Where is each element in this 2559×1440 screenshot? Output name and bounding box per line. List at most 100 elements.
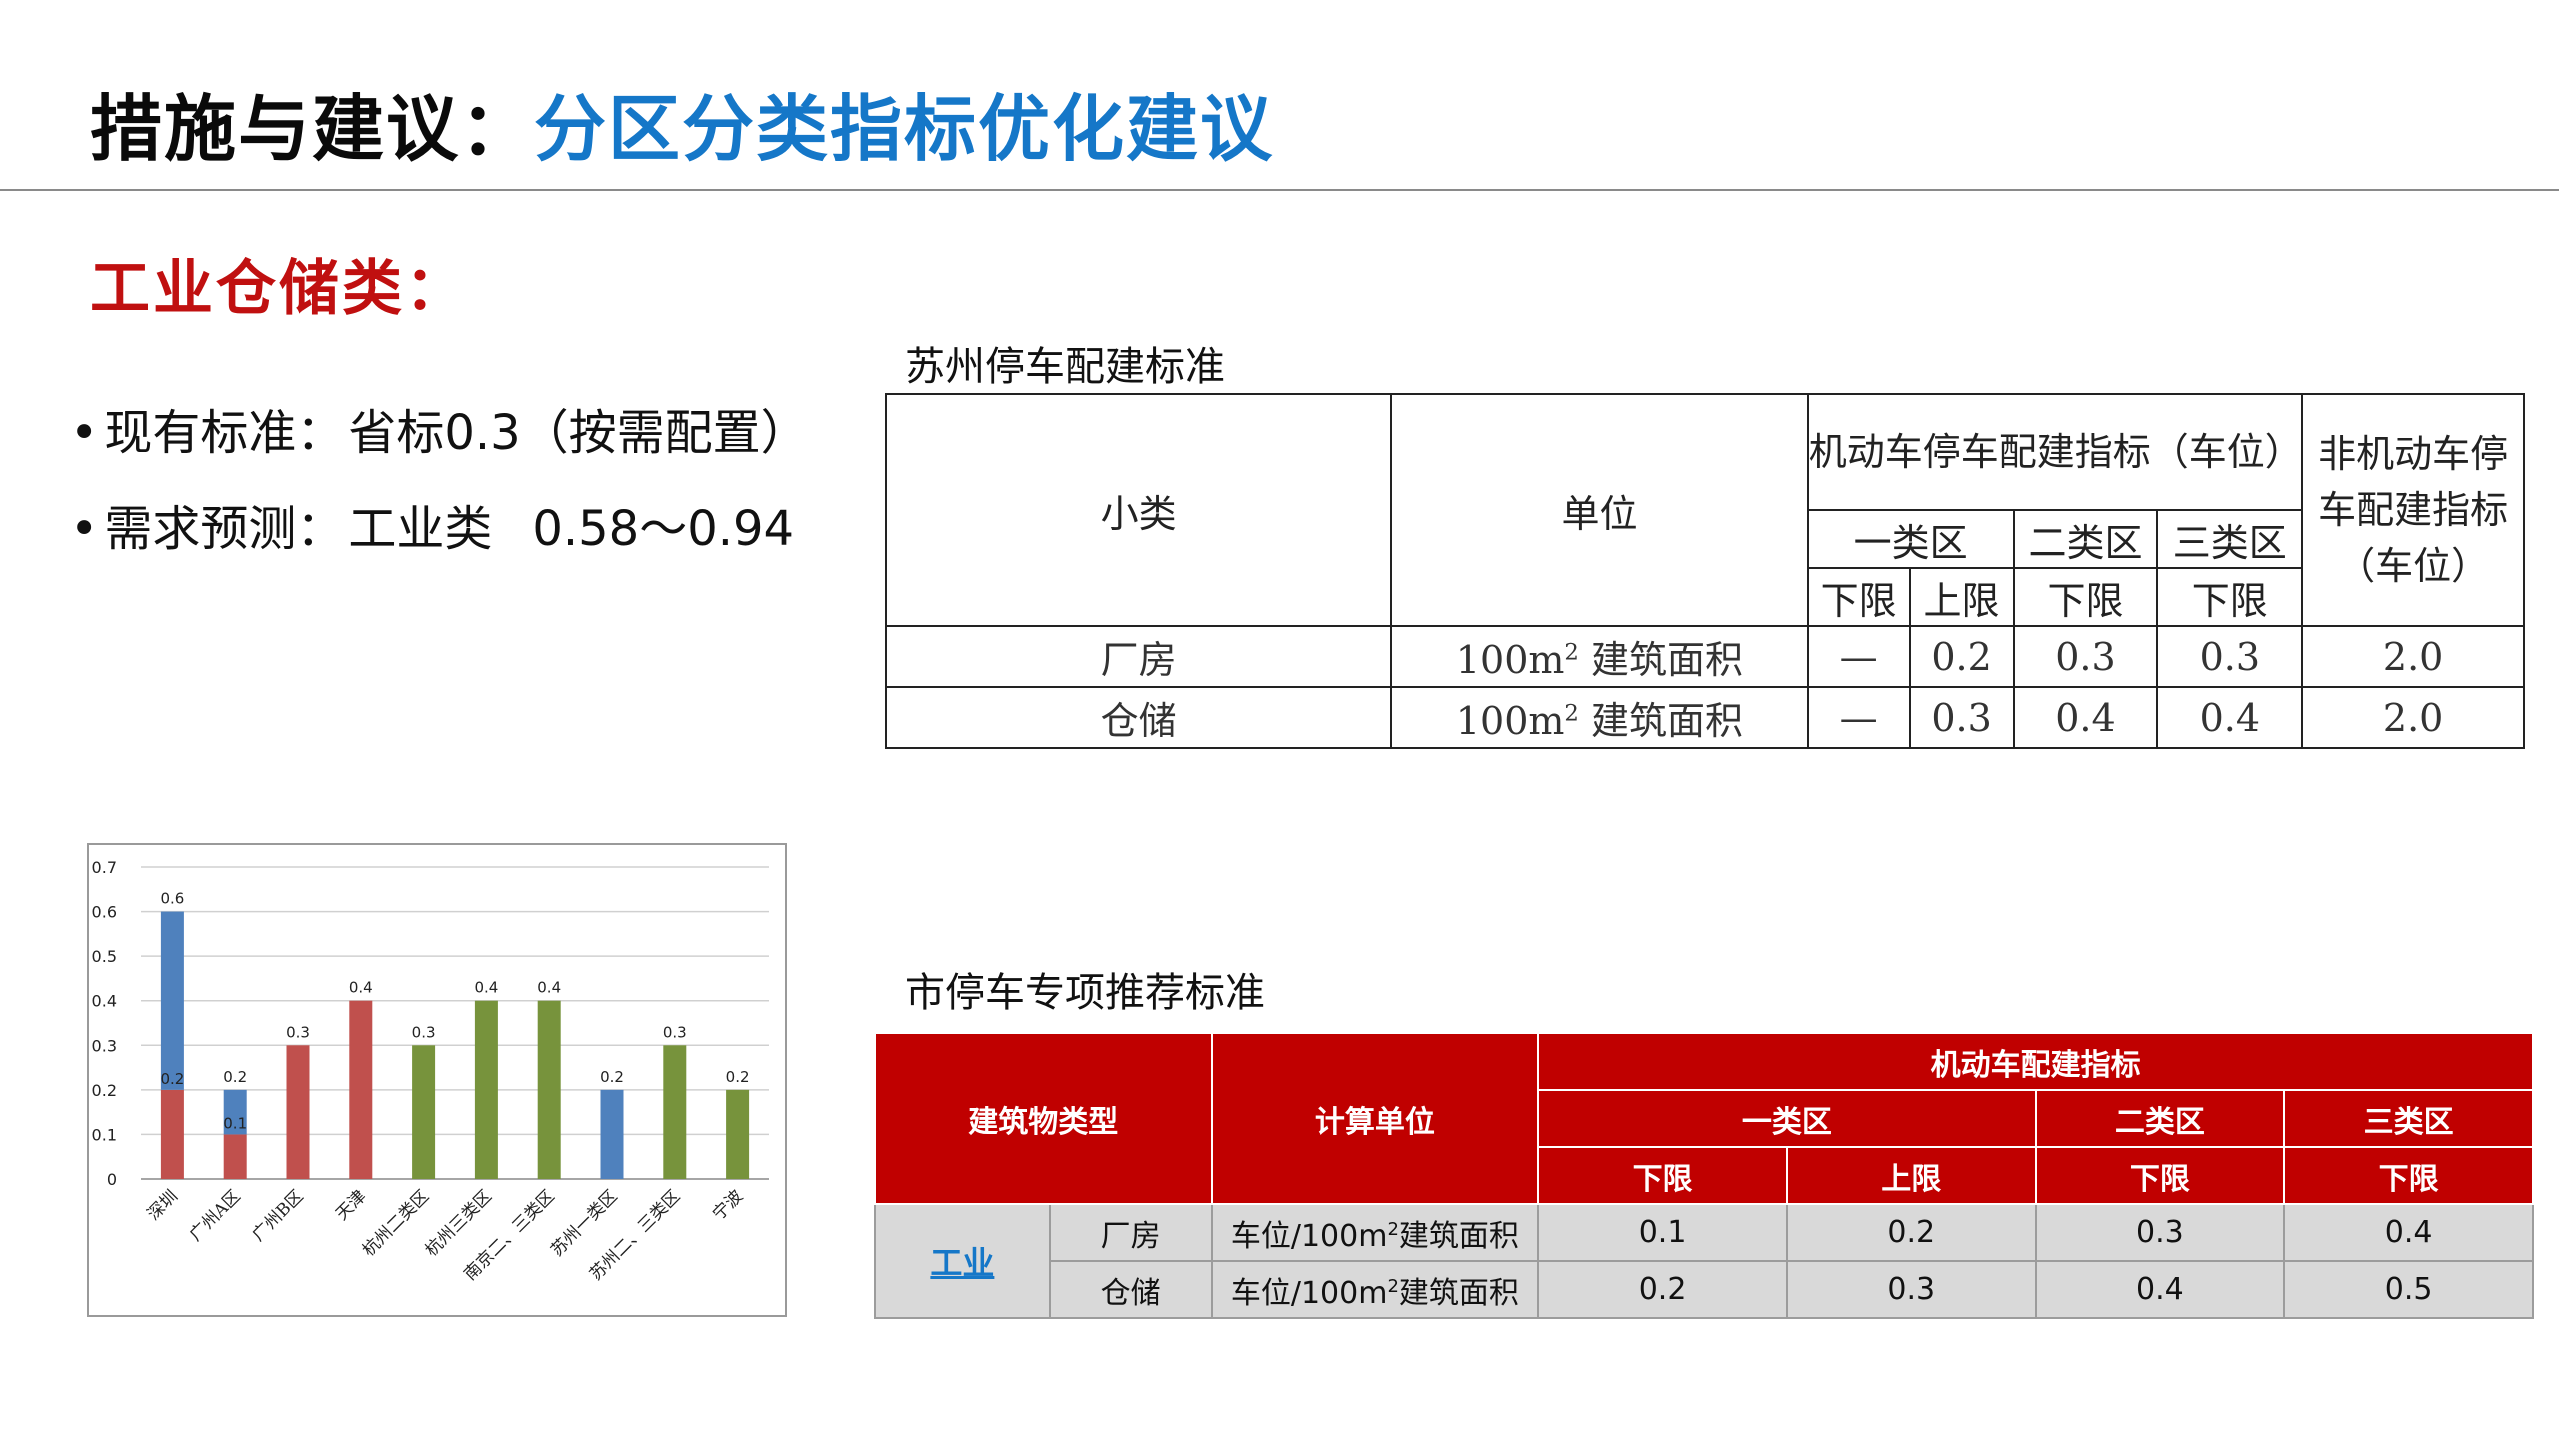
section-heading: 工业仓储类： xyxy=(90,254,468,324)
nonmotor-value: 2.0 xyxy=(2301,625,2525,688)
bar-lower-segment xyxy=(223,1134,247,1179)
data-label: 0.3 xyxy=(286,1023,310,1041)
parking-index-chart: 0 0.1 0.2 0.3 0.4 0.5 0.6 0.7 0.2 0.6 深圳 0.1 0.2 广州A区… xyxy=(87,843,787,1317)
zone3-lower-value: 0.4 xyxy=(2156,686,2304,749)
table-row: 厂房 100m2 建筑面积 — 0.2 0.3 0.3 2.0 xyxy=(884,625,2525,688)
slide-title: 措施与建议： 分区分类指标优化建议 xyxy=(90,72,1274,172)
bar xyxy=(412,1045,436,1179)
x-tick-label: 天津 xyxy=(332,1186,370,1224)
header-zone3: 三类区 xyxy=(2156,509,2304,569)
zone2-lower-value: 0.4 xyxy=(2034,1260,2286,1319)
zone3-lower-value: 0.5 xyxy=(2283,1260,2534,1319)
bar-upper-segment xyxy=(160,911,184,1090)
x-tick-label: 广州B区 xyxy=(248,1186,307,1245)
unit-text: 建筑面积 xyxy=(1591,638,1744,682)
header-unit: 单位 xyxy=(1390,393,1809,627)
title-main: 分区分类指标优化建议 xyxy=(534,86,1275,171)
y-tick-label: 0.1 xyxy=(92,1125,117,1144)
unit-text: 建筑面积 xyxy=(1591,699,1744,743)
data-label: 0.2 xyxy=(223,1068,247,1086)
nonmotor-value: 2.0 xyxy=(2301,686,2525,749)
header-zone1: 一类区 xyxy=(1537,1089,2037,1148)
bar xyxy=(537,1000,561,1179)
unit-prefix: 车位/100m xyxy=(1230,1218,1388,1254)
bullet-current-standard: • 现有标准： 省标0.3（按需配置） xyxy=(70,385,850,481)
row-name: 厂房 xyxy=(884,625,1393,688)
bullet-value: 省标0.3（按需配置） xyxy=(348,405,809,461)
title-divider xyxy=(0,189,2559,191)
zone3-lower-value: 0.4 xyxy=(2283,1203,2534,1262)
zone2-lower-value: 0.4 xyxy=(2012,686,2159,749)
x-tick-label: 广州A区 xyxy=(186,1186,245,1245)
header-zone1-lower: 下限 xyxy=(1537,1146,1788,1205)
bullet-dot: • xyxy=(70,405,99,461)
y-tick-label: 0.4 xyxy=(92,992,117,1011)
header-zone3-lower: 下限 xyxy=(2283,1146,2534,1205)
category-link-industry[interactable]: 工业 xyxy=(874,1203,1051,1319)
unit-superscript: 2 xyxy=(1564,700,1579,727)
zone2-lower-value: 0.3 xyxy=(2034,1203,2286,1262)
header-calc-unit: 计算单位 xyxy=(1210,1032,1540,1205)
bullet-label: 现有标准： xyxy=(104,405,345,461)
zone1-upper-value: 0.3 xyxy=(1908,686,2015,749)
city-table-caption: 市停车专项推荐标准 xyxy=(905,970,1265,1016)
x-tick-label: 深圳 xyxy=(144,1186,182,1224)
zone1-upper-value: 0.2 xyxy=(1908,625,2015,688)
zone1-lower-value: — xyxy=(1806,686,1911,749)
header-subclass: 小类 xyxy=(884,393,1393,627)
data-label: 0.4 xyxy=(349,979,373,997)
unit-prefix: 车位/100m xyxy=(1230,1275,1388,1311)
data-label: 0.3 xyxy=(412,1023,436,1041)
header-nonmotor-index: 非机动车停车配建指标（车位） xyxy=(2301,393,2525,627)
data-label: 0.2 xyxy=(160,1070,184,1088)
data-label: 0.3 xyxy=(663,1023,687,1041)
header-zone2: 二类区 xyxy=(2034,1089,2286,1148)
y-tick-label: 0 xyxy=(107,1170,117,1189)
y-tick-label: 0.6 xyxy=(92,903,117,922)
bar xyxy=(474,1000,498,1179)
row-unit: 100m2 建筑面积 xyxy=(1390,686,1809,749)
zone1-upper-value: 0.2 xyxy=(1785,1203,2037,1262)
zone3-lower-value: 0.3 xyxy=(2156,625,2304,688)
table-row: 仓储 车位/100m2建筑面积 0.2 0.3 0.4 0.5 xyxy=(875,1260,2534,1319)
header-zone1-upper: 上限 xyxy=(1908,567,2015,627)
bullet-range: 0.58～0.94 xyxy=(532,501,795,557)
zone1-upper-value: 0.3 xyxy=(1785,1260,2037,1319)
title-prefix: 措施与建议： xyxy=(90,86,535,171)
header-zone3-lower: 下限 xyxy=(2156,567,2304,627)
table-row: 工业 厂房 车位/100m2建筑面积 0.1 0.2 0.3 0.4 xyxy=(874,1203,2534,1319)
header-zone1-lower: 下限 xyxy=(1806,567,1911,627)
x-tick-label: 杭州二类区 xyxy=(359,1186,433,1260)
header-zone3: 三类区 xyxy=(2283,1089,2534,1148)
unit-superscript: 2 xyxy=(1387,1218,1399,1240)
bar xyxy=(349,1000,373,1179)
y-tick-label: 0.3 xyxy=(92,1036,117,1055)
row-name: 仓储 xyxy=(1048,1260,1213,1319)
header-zone2-lower: 下限 xyxy=(2012,567,2159,627)
unit-number: 100m xyxy=(1455,638,1565,682)
row-unit: 车位/100m2建筑面积 xyxy=(1210,1203,1540,1262)
bar-lower-segment xyxy=(160,1089,184,1179)
unit-superscript: 2 xyxy=(1387,1275,1399,1297)
bullet-label: 需求预测： xyxy=(104,501,345,557)
y-tick-label: 0.2 xyxy=(92,1081,117,1100)
header-motor-index: 机动车配建指标 xyxy=(1537,1032,2534,1091)
suzhou-standard-table: 小类 单位 机动车停车配建指标（车位） 非机动车停车配建指标（车位） 一类区 二… xyxy=(884,393,2525,749)
bullet-dot: • xyxy=(70,501,99,557)
bar xyxy=(286,1045,310,1179)
bullet-value: 工业类 xyxy=(348,501,493,557)
row-name: 仓储 xyxy=(884,686,1393,749)
bar xyxy=(663,1045,687,1179)
data-label: 0.2 xyxy=(600,1068,624,1086)
y-tick-label: 0.7 xyxy=(92,858,117,877)
header-building-type: 建筑物类型 xyxy=(874,1032,1213,1205)
header-zone1-upper: 上限 xyxy=(1785,1146,2037,1205)
zone1-lower-value: — xyxy=(1806,625,1911,688)
header-zone2: 二类区 xyxy=(2012,509,2159,569)
y-tick-label: 0.5 xyxy=(92,947,117,966)
unit-superscript: 2 xyxy=(1564,639,1579,666)
unit-suffix: 建筑面积 xyxy=(1398,1275,1519,1311)
unit-number: 100m xyxy=(1455,699,1565,743)
zone1-lower-value: 0.2 xyxy=(1537,1260,1788,1319)
bar-chart-svg: 0 0.1 0.2 0.3 0.4 0.5 0.6 0.7 0.2 0.6 深圳 0.1 0.2 广州A区… xyxy=(92,858,769,1285)
